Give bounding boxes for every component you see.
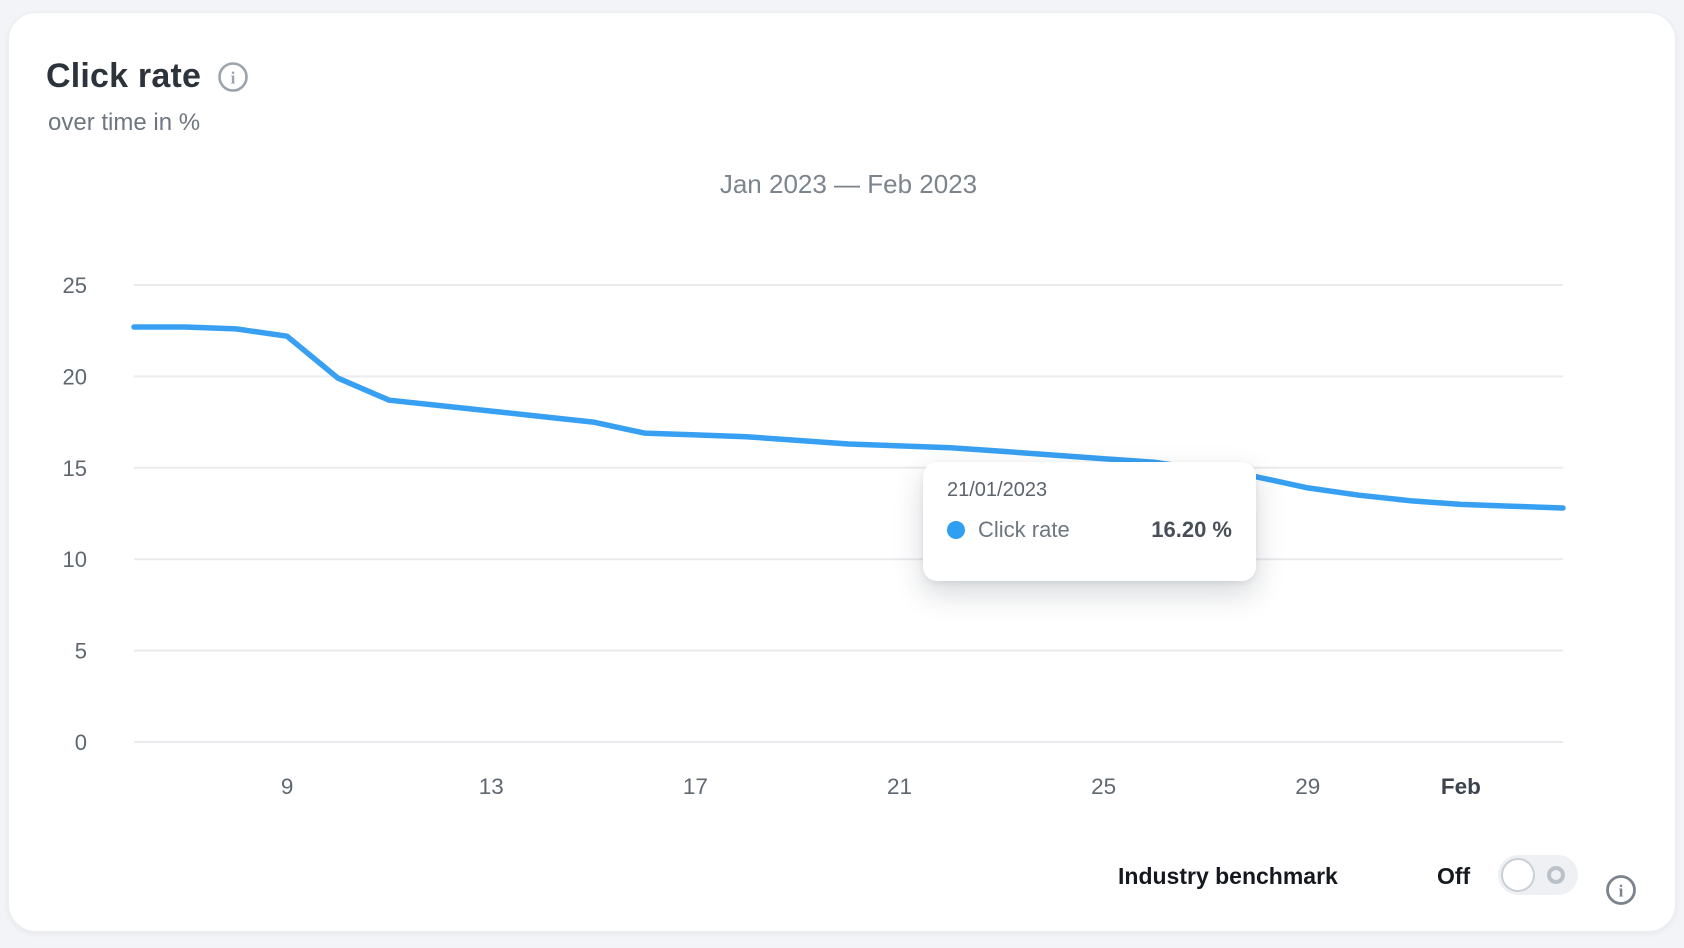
x-tick-label: Feb [1441, 774, 1481, 799]
x-tick-label: 17 [683, 774, 708, 799]
x-tick-label: 9 [281, 774, 294, 799]
info-icon: i [1606, 875, 1636, 905]
x-tick-label: 13 [479, 774, 504, 799]
click-rate-chart[interactable]: 0 5 10 15 20 25 9 13 17 21 25 29 Feb [9, 13, 1677, 933]
tooltip-series-row: Click rate 16.20 % [947, 517, 1232, 543]
toggle-off-ring-icon [1547, 866, 1565, 884]
y-tick-label: 10 [63, 547, 87, 572]
y-tick-label: 5 [75, 639, 87, 664]
chart-tooltip: 21/01/2023 Click rate 16.20 % [923, 462, 1256, 581]
x-axis-labels: 9 13 17 21 25 29 Feb [281, 774, 1481, 799]
chart-subtitle: over time in % [48, 109, 201, 136]
tooltip-date: 21/01/2023 [947, 479, 1048, 501]
gridlines [134, 284, 1563, 743]
info-icon: i [218, 61, 248, 92]
tooltip-series-label: Click rate [978, 517, 1070, 542]
y-axis-labels: 0 5 10 15 20 25 [63, 273, 87, 755]
y-tick-label: 15 [63, 456, 87, 481]
benchmark-info-icon[interactable]: i [1605, 874, 1637, 906]
svg-text:i: i [1619, 882, 1624, 901]
x-tick-label: 21 [887, 774, 912, 799]
industry-benchmark-label: Industry benchmark [1118, 863, 1338, 889]
tooltip-value: 16.20 % [1151, 517, 1232, 542]
x-tick-label: 29 [1295, 774, 1320, 799]
benchmark-state-label: Off [1437, 863, 1471, 889]
y-tick-label: 20 [63, 364, 87, 389]
series-dot-icon [947, 521, 965, 539]
title-info-icon[interactable]: i [217, 61, 249, 93]
click-rate-card: 0 5 10 15 20 25 9 13 17 21 25 29 Feb Click rate i o… [8, 12, 1676, 932]
x-tick-label: 25 [1091, 774, 1116, 799]
svg-text:i: i [231, 68, 236, 87]
toggle-knob[interactable] [1501, 858, 1535, 892]
y-tick-label: 0 [75, 730, 87, 755]
industry-benchmark-toggle[interactable] [1498, 855, 1578, 895]
click-rate-line [131, 324, 1566, 511]
page-title: Click rate [46, 57, 202, 95]
date-range-title: Jan 2023 — Feb 2023 [719, 169, 978, 199]
y-tick-label: 25 [63, 273, 87, 298]
